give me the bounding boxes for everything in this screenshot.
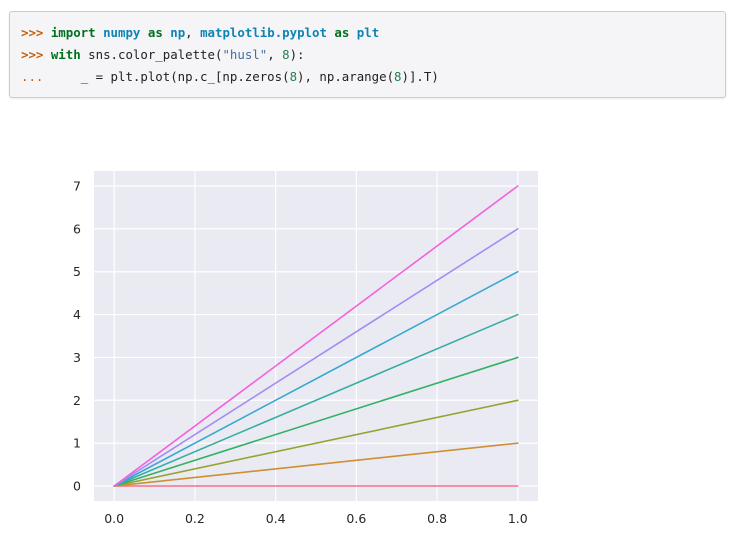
series-line-7 [113,185,519,487]
x-tick-label: 0.2 [185,511,205,526]
code-line-3: ... _ = plt.plot(np.c_[np.zeros(8), np.a… [21,68,725,90]
series-line-4 [113,313,519,487]
y-tick-label: 1 [73,436,81,451]
y-axis-ticks: 0 1 2 3 4 5 6 7 [73,179,81,494]
y-tick-label: 6 [73,221,81,236]
x-tick-label: 0.6 [346,511,366,526]
code-token: matplotlib.pyplot [200,25,327,40]
x-tick-label: 0.0 [104,511,124,526]
y-tick-label: 7 [73,179,81,194]
code-token: 8 [282,47,290,62]
series-line-3 [113,356,519,487]
code-line-2: >>> with sns.color_palette("husl", 8): [21,46,725,68]
code-token: import [50,25,96,40]
series-line-6 [113,228,519,487]
code-token: "husl" [222,47,268,62]
code-token: )].T) [401,69,439,84]
code-token: numpy [103,25,141,40]
y-tick-label: 5 [73,264,81,279]
code-token: sns.color_palette( [80,47,223,62]
x-axis-ticks: 0.0 0.2 0.4 0.6 0.8 1.0 [104,511,528,526]
code-token: ): [289,47,305,62]
code-token: , [185,25,201,40]
code-block: >>> import numpy as np, matplotlib.pyplo… [9,11,726,98]
y-tick-label: 0 [73,479,81,494]
code-token: as [334,25,350,40]
series-line-1 [113,442,519,487]
code-token: 8 [394,69,402,84]
y-tick-label: 4 [73,307,81,322]
series-line-5 [113,270,519,487]
series-line-2 [113,399,519,487]
code-token: ... [21,69,44,84]
x-tick-label: 0.4 [266,511,286,526]
code-token: np [170,25,186,40]
code-token: as [147,25,163,40]
code-token: plt [356,25,380,40]
x-tick-label: 1.0 [508,511,528,526]
y-tick-label: 3 [73,350,81,365]
y-tick-label: 2 [73,393,81,408]
code-token: 8 [289,69,298,84]
series-lines [113,185,519,487]
code-token: ), np.arange( [297,69,395,84]
code-token: >>> [21,47,51,62]
code-token: with [50,47,81,62]
code-token: >>> [21,25,51,40]
x-tick-label: 0.8 [427,511,447,526]
code-token: , [267,47,283,62]
code-line-1: >>> import numpy as np, matplotlib.pyplo… [21,24,725,46]
code-token: _ = plt.plot(np.c_[np.zeros( [43,69,290,84]
